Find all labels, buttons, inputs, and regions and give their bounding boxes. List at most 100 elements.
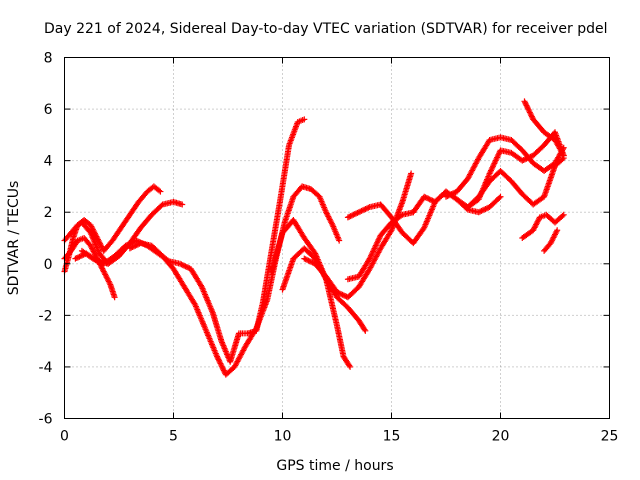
y-axis-label: SDTVAR / TECUs xyxy=(6,181,22,296)
data-point xyxy=(214,353,221,360)
data-point xyxy=(220,367,227,374)
data-point xyxy=(448,191,455,198)
data-point xyxy=(351,211,358,218)
data-point xyxy=(361,326,368,333)
series-track-3 xyxy=(61,183,164,254)
data-point xyxy=(218,361,225,368)
data-point xyxy=(347,213,354,220)
data-point xyxy=(216,357,223,364)
data-point xyxy=(214,355,221,362)
data-point xyxy=(481,206,488,213)
y-tick-label: -6 xyxy=(39,412,53,428)
data-point xyxy=(428,196,435,203)
data-point xyxy=(559,212,566,219)
data-point xyxy=(443,193,449,200)
data-point xyxy=(308,258,315,265)
data-point xyxy=(122,242,129,249)
data-point xyxy=(520,156,527,163)
data-point xyxy=(73,254,80,261)
data-point xyxy=(422,194,429,201)
data-point xyxy=(75,254,82,261)
data-point xyxy=(126,245,133,252)
data-point xyxy=(301,116,308,123)
x-tick-label: 10 xyxy=(274,429,292,445)
data-point xyxy=(179,201,186,208)
data-point xyxy=(359,207,366,214)
data-point xyxy=(92,256,99,263)
data-point xyxy=(181,262,188,269)
data-point xyxy=(217,360,224,367)
data-point xyxy=(340,292,347,299)
data-point xyxy=(336,237,343,244)
data-point xyxy=(526,154,533,161)
data-point xyxy=(219,364,226,371)
data-point xyxy=(89,255,96,262)
data-point xyxy=(306,258,313,265)
x-tick-label: 15 xyxy=(383,429,401,445)
data-point xyxy=(179,262,186,269)
data-point xyxy=(346,213,353,220)
data-point xyxy=(309,259,316,266)
data-point xyxy=(362,327,369,334)
data-point xyxy=(524,155,531,162)
data-point xyxy=(519,157,526,164)
series-track-16 xyxy=(519,211,567,241)
data-point xyxy=(302,256,309,263)
y-tick-label: -4 xyxy=(39,360,53,376)
data-point xyxy=(363,205,370,212)
data-point xyxy=(111,294,118,301)
y-tick-label: 6 xyxy=(44,102,53,118)
data-point xyxy=(156,187,163,194)
data-point xyxy=(346,362,353,369)
data-point xyxy=(350,211,357,218)
x-tick-label: 0 xyxy=(60,429,69,445)
data-point xyxy=(559,156,566,163)
data-point xyxy=(482,205,489,212)
data-point xyxy=(447,191,454,198)
data-point xyxy=(123,242,130,249)
data-point xyxy=(361,206,368,213)
data-point xyxy=(526,109,533,116)
data-point xyxy=(215,356,222,363)
data-point xyxy=(560,152,567,159)
data-point xyxy=(554,227,561,234)
series-track-10 xyxy=(344,209,417,283)
data-point xyxy=(339,291,346,298)
data-point xyxy=(178,261,185,268)
data-point xyxy=(95,258,102,265)
x-axis-label: GPS time / hours xyxy=(276,458,393,474)
plot-frame xyxy=(64,57,610,419)
data-point xyxy=(355,209,362,216)
data-point xyxy=(527,153,534,160)
series-track-7 xyxy=(268,216,354,370)
data-point xyxy=(182,263,189,270)
y-tick-label: 0 xyxy=(44,257,53,273)
data-point xyxy=(449,190,456,197)
data-point xyxy=(451,189,458,196)
data-point xyxy=(183,264,190,271)
x-tick-label: 25 xyxy=(601,429,619,445)
data-point xyxy=(445,192,452,199)
data-point xyxy=(336,290,343,297)
x-tick-label: 5 xyxy=(169,429,178,445)
data-point xyxy=(133,242,140,249)
y-tick-label: 8 xyxy=(44,51,53,67)
x-tick-label: 20 xyxy=(492,429,510,445)
data-point xyxy=(358,207,365,214)
data-point xyxy=(524,103,531,110)
data-point xyxy=(527,110,534,117)
data-point xyxy=(497,193,504,200)
data-point xyxy=(479,207,486,214)
data-point xyxy=(523,102,530,109)
data-point xyxy=(478,207,485,214)
y-tick-label: 2 xyxy=(44,205,53,221)
data-point xyxy=(444,193,451,200)
data-point xyxy=(135,241,142,248)
y-tick-label: -2 xyxy=(39,308,53,324)
data-point xyxy=(475,209,482,216)
data-point xyxy=(132,242,139,249)
data-point xyxy=(521,98,528,105)
data-point xyxy=(218,363,225,370)
data-point xyxy=(398,212,405,219)
